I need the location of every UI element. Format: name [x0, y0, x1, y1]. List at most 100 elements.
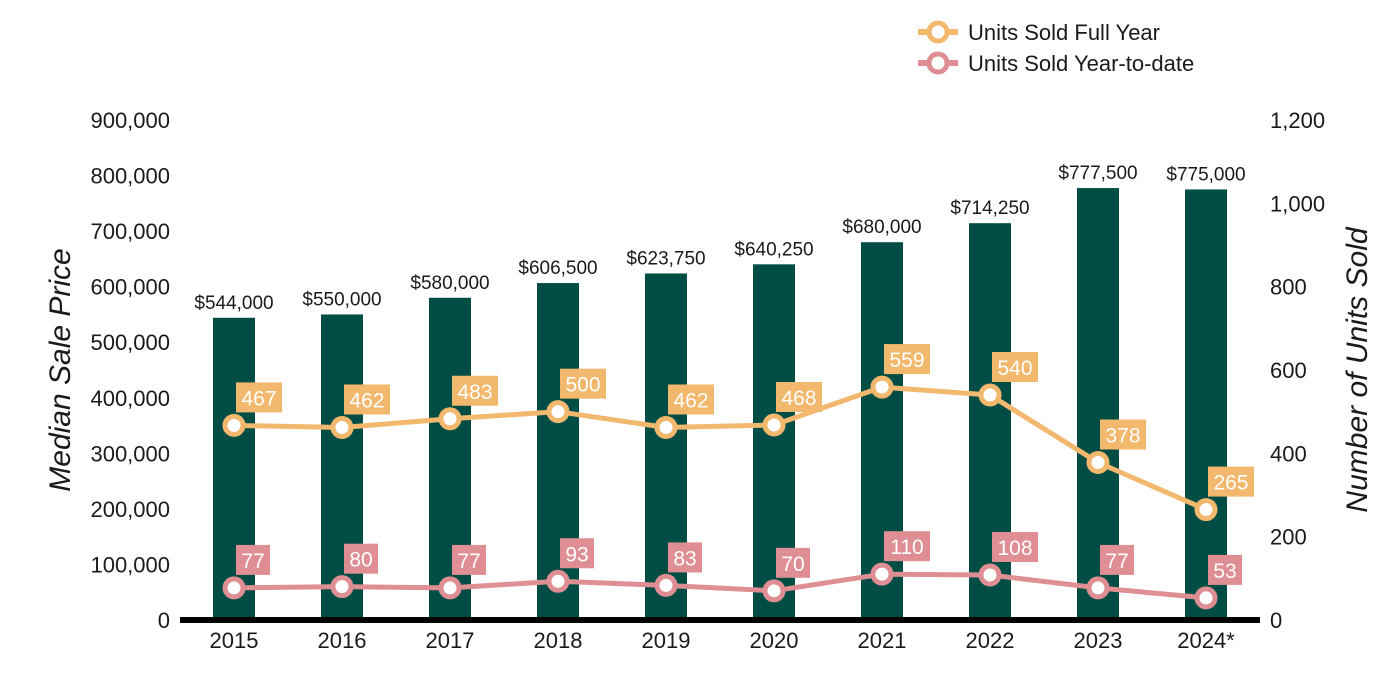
data-point[interactable] [978, 383, 1002, 407]
data-point[interactable] [654, 416, 678, 439]
legend: Units Sold Full Year Units Sold Year-to-… [918, 20, 1194, 76]
data-point[interactable] [762, 413, 786, 437]
x-tick-label: 2020 [750, 628, 799, 653]
point-label-box [344, 384, 390, 415]
x-tick-label: 2017 [426, 628, 475, 653]
point-label: 378 [1105, 425, 1140, 448]
point-label-box [668, 542, 702, 573]
y2-tick-label: 400 [1270, 441, 1307, 466]
point-label-box [344, 543, 378, 574]
data-point[interactable] [1086, 451, 1110, 474]
y-tick-label: 300,000 [90, 441, 170, 466]
x-tick-label: 2022 [966, 628, 1015, 653]
data-point[interactable] [222, 413, 246, 437]
point-label: 110 [890, 536, 923, 559]
y-tick-label: 400,000 [90, 386, 170, 411]
y-axis-title: Median Sale Price [44, 248, 77, 491]
bar-value-label: $775,000 [1166, 164, 1245, 185]
point-label-box [884, 344, 930, 375]
point-label: 265 [1213, 472, 1248, 495]
data-point[interactable] [330, 575, 354, 599]
data-point[interactable] [762, 579, 786, 603]
bar-value-label: $680,000 [842, 217, 921, 238]
y2-tick-label: 1,000 [1270, 191, 1325, 216]
y2-tick-label: 0 [1270, 608, 1282, 633]
point-label: 77 [1105, 550, 1128, 573]
bars: $544,000 $550,000 $580,000 $606,500 $623,750… [194, 163, 1246, 621]
bar-value-label: $640,250 [734, 239, 813, 260]
point-label-box [1100, 419, 1146, 450]
point-label-box [236, 382, 282, 413]
point-label-box [236, 544, 270, 575]
x-tick-label: 2021 [858, 628, 907, 653]
point-label-box [992, 352, 1038, 382]
data-point[interactable] [1194, 586, 1218, 610]
bar-value-label: $714,250 [950, 198, 1029, 219]
bar-value-label: $580,000 [410, 273, 489, 294]
bar-value-label: $777,500 [1058, 163, 1137, 184]
data-point[interactable] [438, 576, 462, 600]
legend-item-full-year[interactable]: Units Sold Full Year [918, 20, 1160, 45]
y2-tick-label: 800 [1270, 275, 1307, 300]
x-tick-label: 2024* [1177, 628, 1235, 653]
lines: 467 462 483 500 462 468 559 540 378 265 77 80 77 93 83… [222, 344, 1254, 610]
bar-value-label: $550,000 [302, 289, 381, 310]
bar-2018[interactable] [537, 283, 579, 620]
point-label: 467 [241, 387, 276, 410]
point-label: 77 [241, 550, 264, 573]
series-line-full-year [233, 384, 1207, 512]
point-label-box [884, 531, 930, 562]
y-tick-label: 800,000 [90, 164, 170, 189]
legend-item-ytd[interactable]: Units Sold Year-to-date [918, 51, 1194, 76]
point-label-box [1208, 554, 1242, 585]
point-label: 500 [565, 374, 600, 397]
x-tick-label: 2016 [318, 628, 367, 653]
point-label: 468 [781, 387, 816, 410]
point-label: 80 [349, 549, 372, 572]
point-label-box [668, 384, 714, 415]
y2-tick-label: 1,200 [1270, 108, 1325, 133]
point-label-box [560, 368, 606, 399]
point-label: 540 [997, 357, 1032, 380]
point-label: 483 [457, 381, 492, 404]
legend-label-full-year: Units Sold Full Year [968, 20, 1160, 45]
y2-tick-label: 200 [1270, 525, 1307, 550]
data-point[interactable] [870, 375, 894, 399]
y-tick-label: 0 [158, 608, 170, 633]
data-point[interactable] [546, 569, 570, 593]
bar-value-label: $623,750 [626, 248, 705, 269]
y2-axis-title: Number of Units Sold [1341, 226, 1374, 512]
data-point[interactable] [654, 573, 678, 597]
data-point[interactable] [438, 407, 462, 431]
point-label: 108 [997, 537, 1032, 560]
y2-tick-label: 600 [1270, 358, 1307, 383]
series-line-ytd [233, 571, 1207, 601]
point-label-box [1208, 466, 1254, 497]
data-point[interactable] [222, 576, 246, 600]
legend-label-ytd: Units Sold Year-to-date [968, 51, 1194, 76]
point-label: 83 [673, 547, 696, 570]
y-tick-label: 100,000 [90, 552, 170, 577]
bar-value-label: $544,000 [194, 293, 273, 314]
data-point[interactable] [330, 416, 354, 439]
bar-value-label: $606,500 [518, 258, 597, 279]
y-tick-label: 500,000 [90, 330, 170, 355]
data-point[interactable] [1194, 498, 1218, 522]
bar-2024*[interactable] [1185, 189, 1227, 620]
point-label-box [776, 547, 810, 578]
data-point[interactable] [1086, 576, 1110, 600]
x-tick-label: 2015 [210, 628, 259, 653]
point-label: 53 [1213, 560, 1236, 583]
y-tick-label: 600,000 [90, 275, 170, 300]
point-label-box [452, 375, 498, 406]
y-tick-label: 200,000 [90, 497, 170, 522]
data-point[interactable] [870, 562, 894, 586]
data-point[interactable] [546, 400, 570, 424]
point-label-box [452, 544, 486, 575]
bar-2016[interactable] [321, 314, 363, 620]
point-label-box [1100, 544, 1134, 575]
point-label-box [560, 538, 594, 569]
data-point[interactable] [978, 563, 1002, 587]
y-tick-label: 700,000 [90, 219, 170, 244]
